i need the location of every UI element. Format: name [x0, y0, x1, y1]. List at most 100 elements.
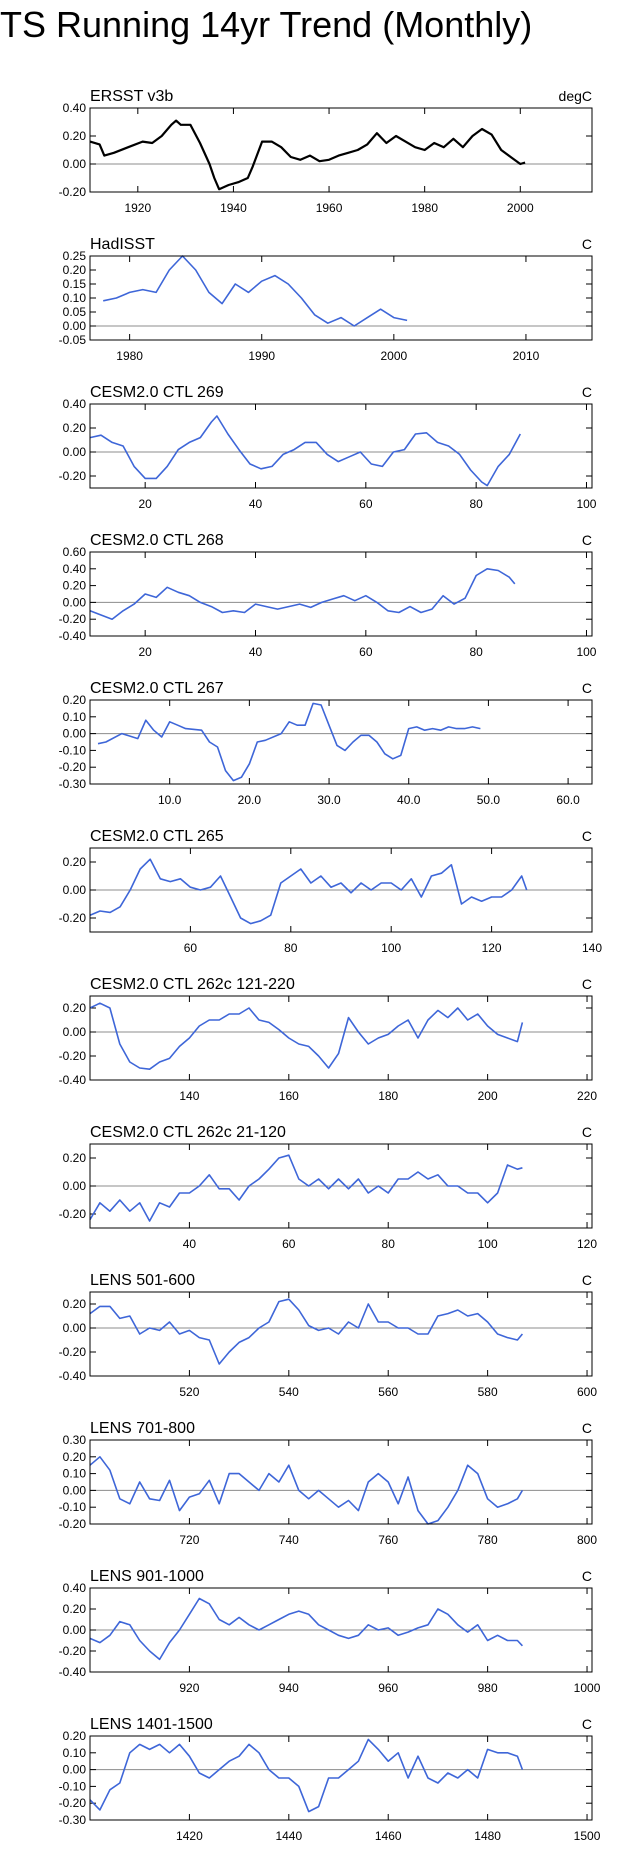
panel-title: ERSST v3b [90, 88, 173, 105]
panel-4: CESM2.0 CTL 268 C -0.40 -0.20 0.00 0.20 0.40 0.… [59, 532, 597, 659]
x-tick-label: 560 [378, 1385, 398, 1399]
plot-frame [89, 1439, 593, 1525]
x-tick-label: 30.0 [317, 793, 341, 807]
x-tick-label: 940 [279, 1681, 299, 1695]
y-tick-label: -0.20 [59, 1796, 87, 1810]
panel-title: CESM2.0 CTL 269 [90, 384, 224, 401]
panel-12: LENS 1401-1500 C -0.30 -0.20 -0.10 0.00 0.10 0.… [59, 1716, 601, 1843]
series-line [89, 119, 526, 191]
x-tick-label: 120 [577, 1237, 597, 1251]
y-tick-label: -0.05 [59, 333, 87, 347]
y-tick-label: 0.40 [63, 562, 87, 576]
y-tick-label: -0.20 [59, 612, 87, 626]
y-tick-label: -0.40 [59, 1665, 87, 1679]
y-tick-label: -0.30 [59, 1813, 87, 1827]
y-tick-label: 0.00 [63, 1623, 87, 1637]
panel-3: CESM2.0 CTL 269 C -0.20 0.00 0.20 0.40 20 40 60 8… [59, 384, 597, 511]
x-tick-label: 120 [482, 941, 502, 955]
plot-frame [89, 847, 593, 933]
y-tick-label: 0.20 [63, 1450, 87, 1464]
x-tick-label: 580 [478, 1385, 498, 1399]
y-tick-label: 0.20 [63, 421, 87, 435]
panel-title: HadISST [90, 236, 155, 253]
y-tick-label: 0.00 [63, 727, 87, 741]
y-tick-label: -0.20 [59, 1207, 87, 1221]
y-tick-label: 0.10 [63, 291, 87, 305]
y-tick-label: 0.20 [63, 1151, 87, 1165]
y-tick-label: 0.00 [63, 319, 87, 333]
x-tick-label: 740 [279, 1533, 299, 1547]
panel-units: C [582, 680, 592, 696]
panel-1: ERSST v3b degC -0.20 0.00 0.20 0.40 1920 1940 19… [59, 88, 593, 215]
y-tick-label: 0.00 [63, 1763, 87, 1777]
panel-10: LENS 701-800 C -0.20 -0.10 0.00 0.10 0.20 0.30 7… [59, 1420, 598, 1547]
panel-units: C [582, 976, 592, 992]
plot-frame [89, 995, 593, 1081]
x-tick-label: 800 [577, 1533, 597, 1547]
panel-units: C [582, 1272, 592, 1288]
y-tick-label: -0.20 [59, 1345, 87, 1359]
panel-title: CESM2.0 CTL 268 [90, 532, 224, 549]
y-tick-label: 0.00 [63, 1025, 87, 1039]
x-tick-label: 1980 [411, 201, 438, 215]
y-tick-label: 0.00 [63, 883, 87, 897]
y-tick-label: -0.20 [59, 185, 87, 199]
x-tick-label: 80 [382, 1237, 396, 1251]
x-tick-label: 980 [478, 1681, 498, 1695]
x-tick-label: 60.0 [556, 793, 580, 807]
series-line [89, 1597, 523, 1661]
y-tick-label: 0.00 [63, 157, 87, 171]
x-tick-label: 720 [179, 1533, 199, 1547]
x-tick-label: 20 [138, 645, 152, 659]
x-tick-label: 180 [378, 1089, 398, 1103]
y-tick-label: 0.00 [63, 1321, 87, 1335]
panel-units: C [582, 1568, 592, 1584]
panel-5: CESM2.0 CTL 267 C -0.30 -0.20 -0.10 0.00 0.10 0… [59, 680, 593, 807]
series-line [89, 567, 516, 621]
x-tick-label: 40.0 [397, 793, 421, 807]
y-tick-label: -0.20 [59, 760, 87, 774]
y-tick-label: -0.10 [59, 1779, 87, 1793]
x-tick-label: 20.0 [238, 793, 262, 807]
x-tick-label: 140 [582, 941, 602, 955]
series-line [89, 1738, 524, 1813]
x-tick-label: 40 [249, 645, 263, 659]
x-tick-label: 780 [478, 1533, 498, 1547]
y-tick-label: 0.00 [63, 1179, 87, 1193]
y-tick-label: -0.20 [59, 1644, 87, 1658]
x-tick-label: 40 [249, 497, 263, 511]
panel-6: CESM2.0 CTL 265 C -0.20 0.00 0.20 60 80 100 120 1… [59, 828, 603, 955]
plot-frame [89, 1735, 593, 1821]
y-tick-label: 0.60 [63, 545, 87, 559]
x-tick-label: 100 [576, 645, 596, 659]
y-tick-label: 0.20 [63, 1001, 87, 1015]
y-tick-label: 0.40 [63, 397, 87, 411]
x-tick-label: 1500 [574, 1829, 601, 1843]
y-tick-label: -0.40 [59, 629, 87, 643]
y-tick-label: 0.15 [63, 277, 87, 291]
y-tick-label: 0.10 [63, 1467, 87, 1481]
panel-title: LENS 1401-1500 [90, 1716, 213, 1733]
x-tick-label: 1960 [316, 201, 343, 215]
panel-title: CESM2.0 CTL 267 [90, 680, 224, 697]
y-tick-label: 0.10 [63, 1746, 87, 1760]
x-tick-label: 50.0 [477, 793, 501, 807]
x-tick-label: 2000 [507, 201, 534, 215]
x-tick-label: 100 [478, 1237, 498, 1251]
plot-frame [89, 403, 593, 489]
y-tick-label: 0.00 [63, 445, 87, 459]
y-tick-label: -0.20 [59, 911, 87, 925]
panel-units: C [582, 1124, 592, 1140]
x-tick-label: 760 [378, 1533, 398, 1547]
y-tick-label: -0.40 [59, 1369, 87, 1383]
panel-units: C [582, 828, 592, 844]
series-line [89, 858, 528, 925]
x-tick-label: 220 [577, 1089, 597, 1103]
y-tick-label: 0.30 [63, 1433, 87, 1447]
panel-title: LENS 701-800 [90, 1420, 195, 1437]
y-tick-label: 0.20 [63, 263, 87, 277]
y-tick-label: 0.40 [63, 101, 87, 115]
panel-title: CESM2.0 CTL 262c 121-220 [90, 976, 295, 993]
x-tick-label: 1480 [474, 1829, 501, 1843]
